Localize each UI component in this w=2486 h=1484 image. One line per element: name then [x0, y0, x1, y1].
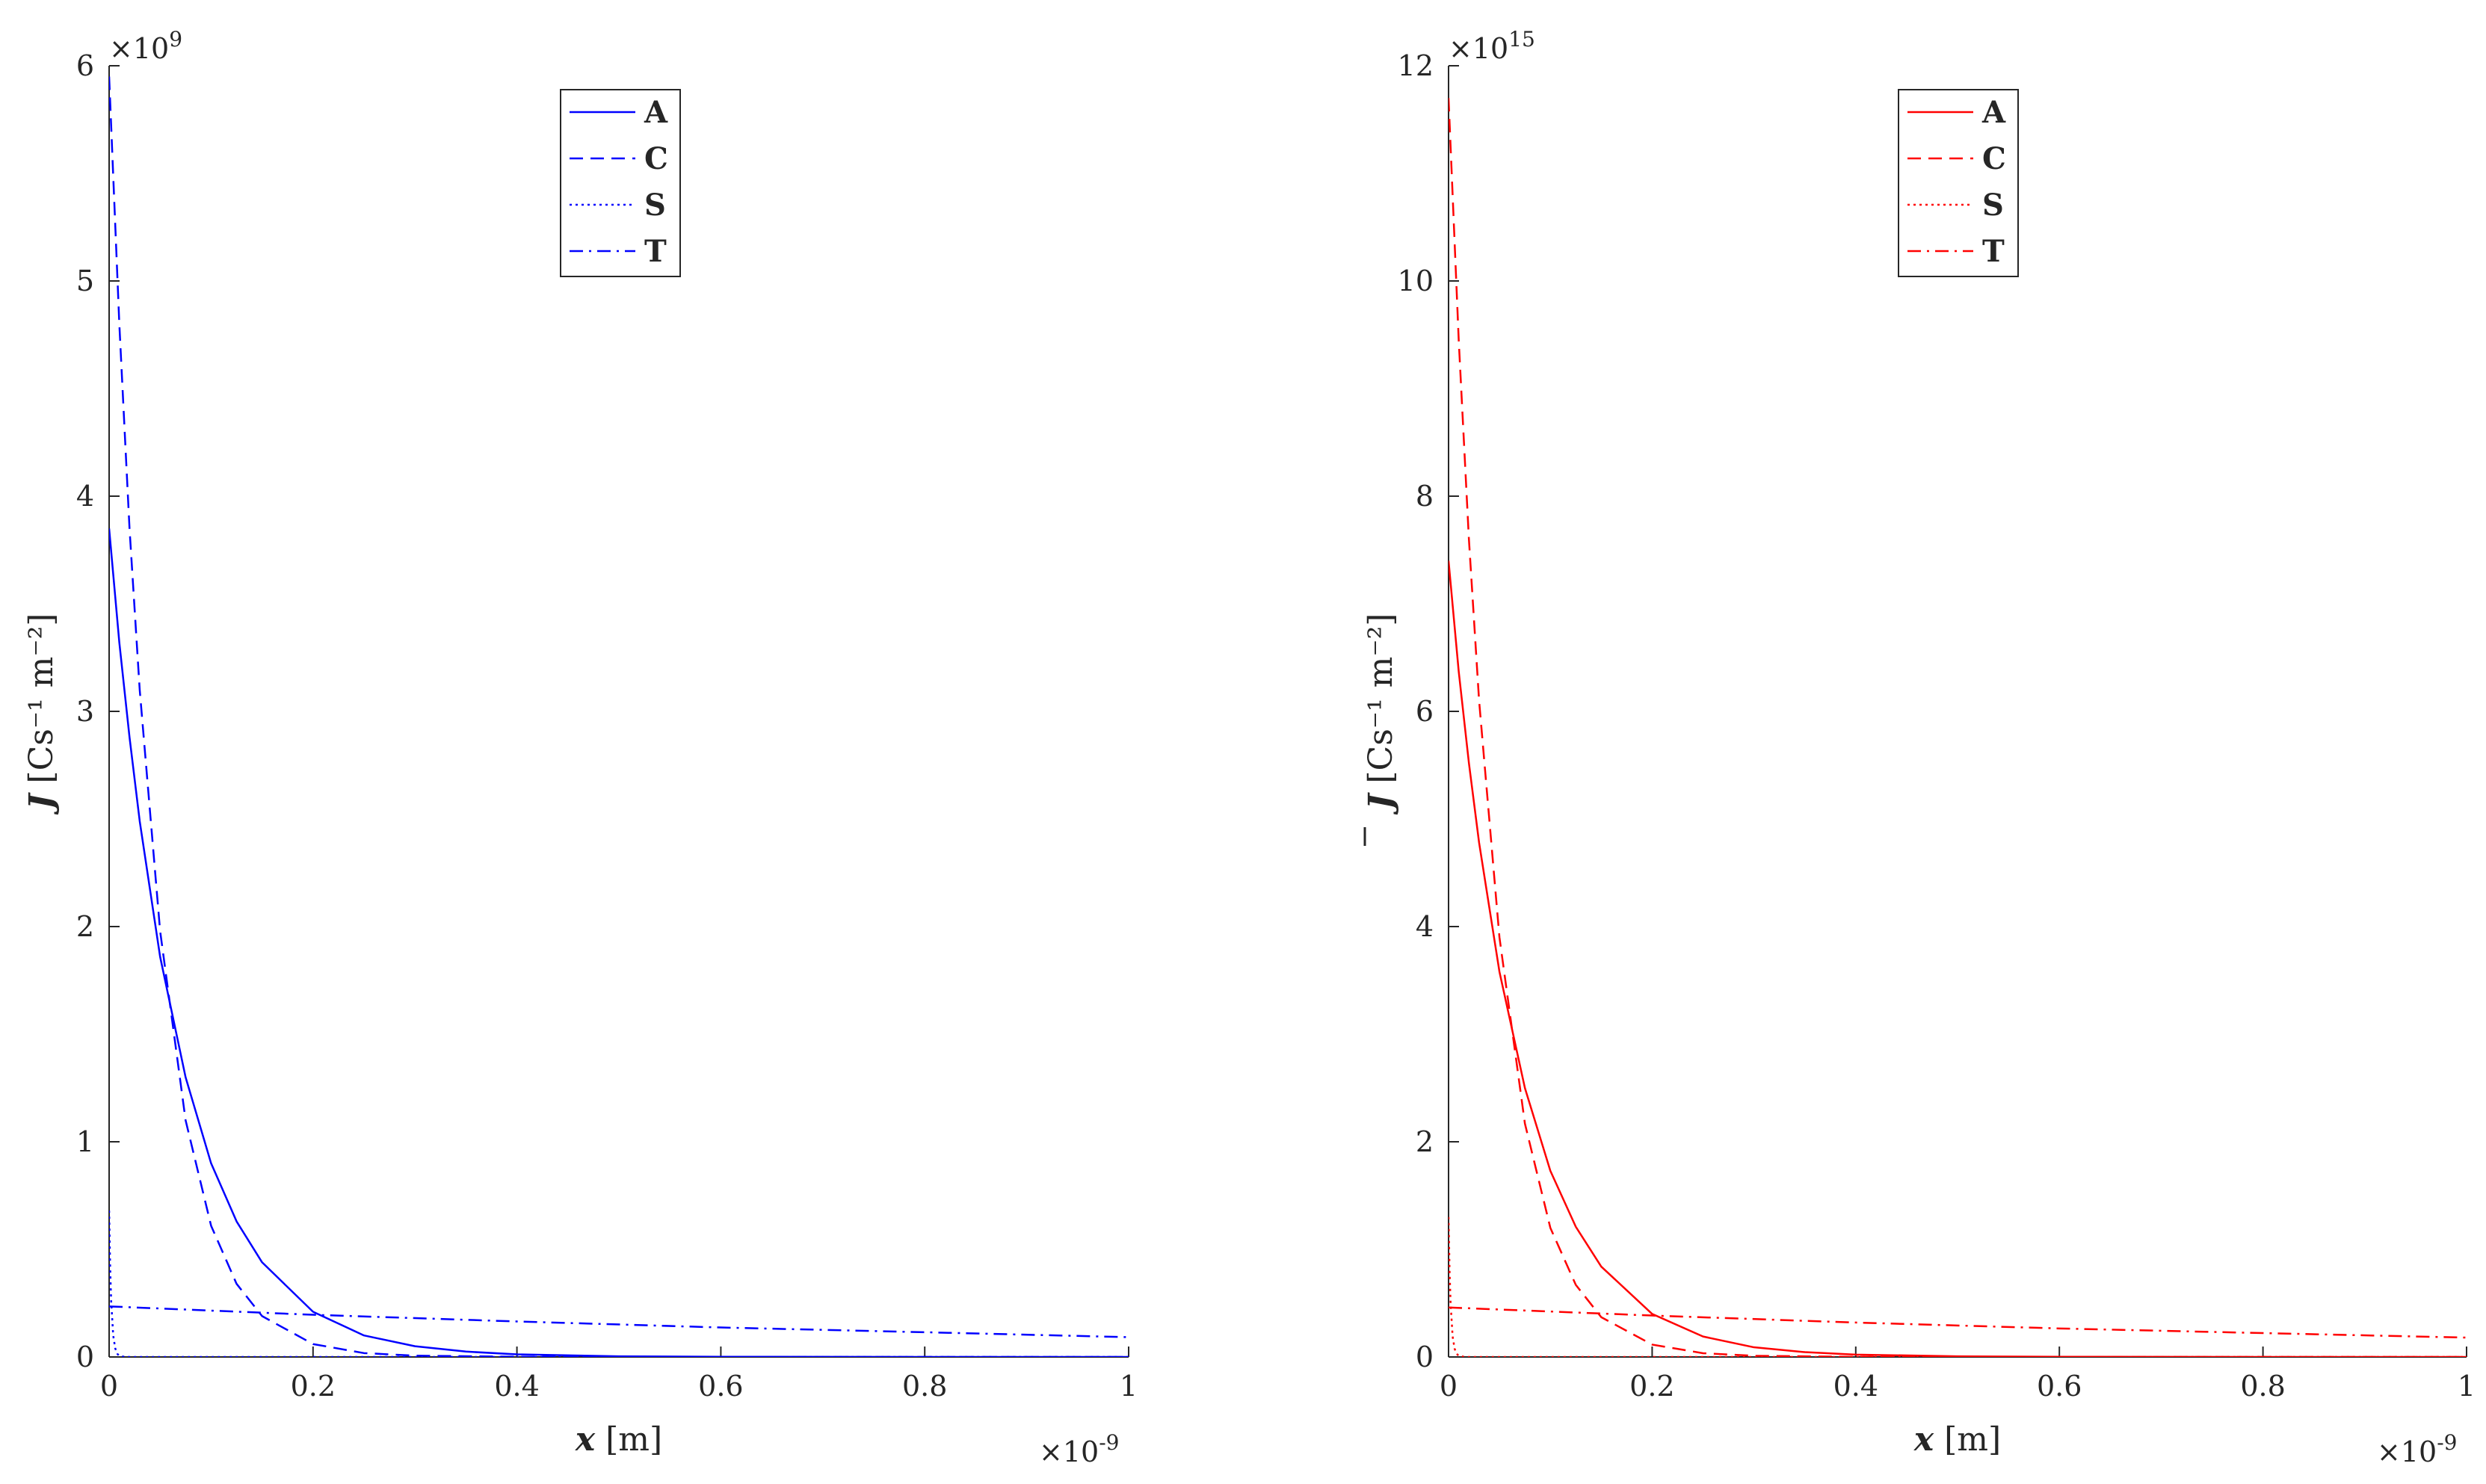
y-exponent-label: ×109	[109, 27, 182, 65]
legend-label-s: S	[644, 188, 666, 223]
legend-label-c: C	[644, 141, 668, 176]
series-line-a	[109, 528, 1129, 1357]
x-tick-label: 0	[1440, 1370, 1458, 1403]
y-tick-label: 6	[1416, 695, 1434, 728]
x-axis-label: x [m]	[575, 1420, 662, 1459]
x-tick-label: 0.8	[2240, 1370, 2285, 1403]
x-exponent-label: ×10-9	[2377, 1430, 2457, 1468]
y-tick-label: 0	[1416, 1341, 1434, 1373]
y-axis-label: J [Cs⁻¹ m⁻²]	[1362, 613, 1400, 815]
x-tick-label: 0.8	[902, 1370, 947, 1403]
y-tick-label: 4	[1416, 910, 1434, 943]
series-line-t	[109, 1305, 1129, 1338]
x-exponent-label: ×10-9	[1039, 1430, 1119, 1468]
y-tick-label: 10	[1398, 265, 1434, 297]
x-tick-label: 1	[1120, 1370, 1138, 1403]
legend-box	[560, 89, 681, 277]
left-chart-panel: 0 0.2 0.4 0.6 0.8 1 0 1 2 3 4 5 6 ×109 ×10-9 x [m] J [Cs…	[22, 27, 1138, 1468]
x-tick-label: 0.6	[698, 1370, 743, 1403]
x-tick-label: 0.2	[1629, 1370, 1674, 1403]
y-axis-label: J [Cs⁻¹ m⁻²]	[22, 613, 61, 815]
legend-label-t: T	[1982, 234, 2005, 269]
y-tick-label: 2	[1416, 1125, 1434, 1158]
y-exponent-label: ×1015	[1449, 27, 1535, 65]
legend-label-c: C	[1982, 141, 2006, 176]
x-tick-label: 0	[100, 1370, 118, 1403]
x-tick-label: 0.4	[494, 1370, 539, 1403]
y-tick-label: 6	[76, 49, 94, 82]
y-tick-label: 8	[1416, 480, 1434, 513]
x-tick-label: 1	[2458, 1370, 2476, 1403]
series-line-t	[1449, 1306, 2467, 1339]
series-line-c	[1449, 98, 2467, 1357]
x-tick-label: 0.2	[291, 1370, 336, 1403]
legend-label-s: S	[1982, 188, 2004, 223]
series-line-s	[1449, 1216, 2467, 1357]
series-line-a	[1449, 560, 2467, 1357]
x-tick-label: 0.6	[2037, 1370, 2082, 1403]
y-tick-label: 3	[76, 695, 94, 728]
series-line-s	[109, 1211, 1129, 1357]
y-tick-label: 4	[76, 480, 94, 513]
legend-label-a: A	[1981, 95, 2006, 130]
x-tick-label: 0.4	[1833, 1370, 1878, 1403]
x-axis-label: x [m]	[1913, 1420, 2001, 1459]
y-tick-label: 12	[1398, 49, 1434, 82]
legend-label-t: T	[644, 234, 667, 269]
y-tick-label: 5	[76, 265, 94, 297]
legend-label-a: A	[644, 95, 668, 130]
y-tick-label: 1	[76, 1125, 94, 1158]
y-tick-label: 2	[76, 910, 94, 943]
y-tick-label: 0	[76, 1341, 94, 1373]
legend-box	[1898, 89, 2019, 277]
